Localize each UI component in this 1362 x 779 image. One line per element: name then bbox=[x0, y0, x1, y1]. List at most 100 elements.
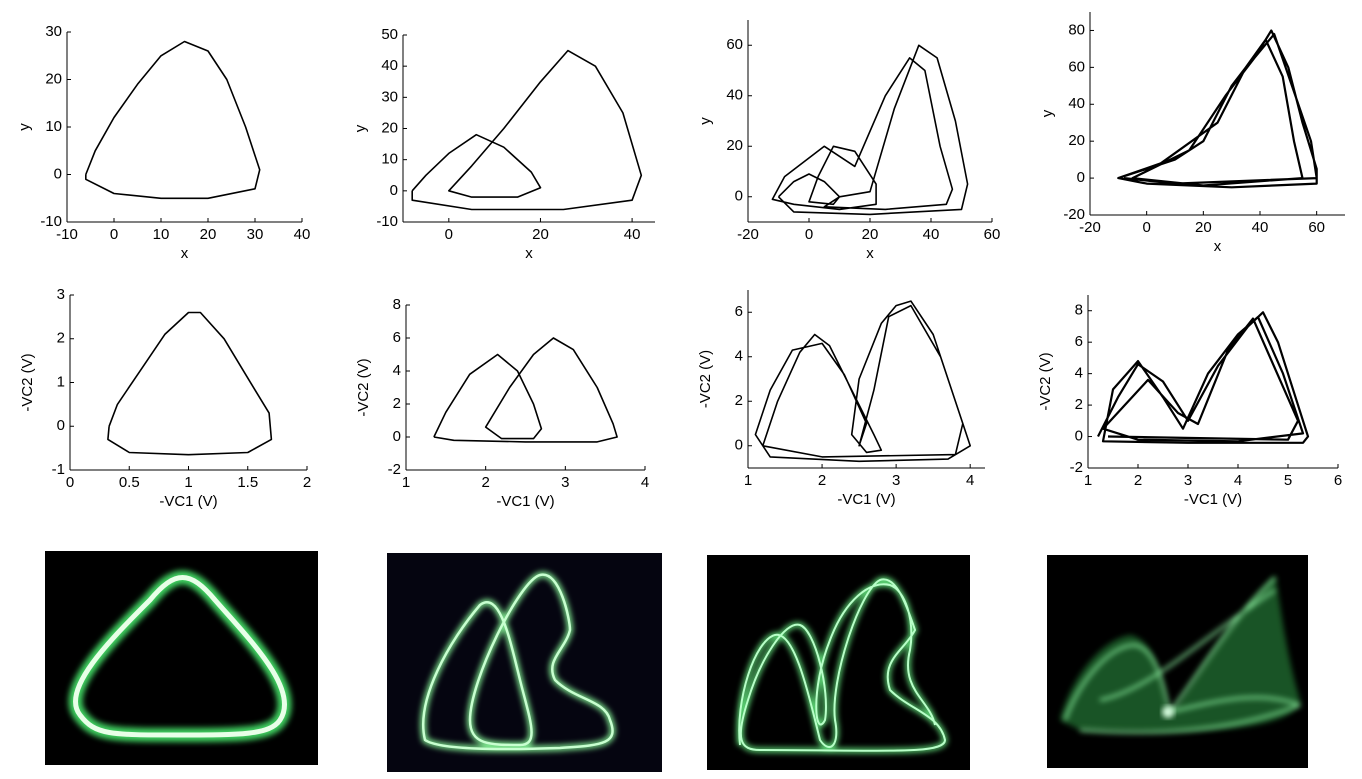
x-tick-label: 0 bbox=[110, 226, 118, 243]
y-tick-label: 10 bbox=[45, 118, 62, 135]
x-tick-label: 30 bbox=[247, 226, 264, 243]
photo-4 bbox=[1047, 555, 1308, 768]
x-tick-label: 60 bbox=[1308, 219, 1325, 236]
x-tick-label: 0.5 bbox=[119, 474, 140, 491]
y-tick-label: 8 bbox=[1075, 302, 1083, 319]
y-tick-label: 60 bbox=[1068, 58, 1085, 75]
y-axis-label: y bbox=[16, 123, 33, 131]
x-axis-label: -VC1 (V) bbox=[1184, 491, 1242, 508]
trajectory bbox=[1098, 312, 1308, 443]
x-tick-label: 6 bbox=[1334, 472, 1342, 489]
x-axis-label: x bbox=[525, 245, 533, 262]
y-tick-label: 0 bbox=[393, 428, 401, 445]
x-tick-label: 3 bbox=[1184, 472, 1192, 489]
x-tick-label: 40 bbox=[923, 226, 940, 243]
x-axis-label: x bbox=[181, 245, 189, 262]
y-tick-label: 2 bbox=[393, 395, 401, 412]
y-tick-label: 0 bbox=[735, 437, 743, 454]
y-tick-label: 4 bbox=[735, 348, 743, 365]
x-axis-label: -VC1 (V) bbox=[837, 491, 895, 508]
x-tick-label: -20 bbox=[737, 226, 759, 243]
x-tick-label: 4 bbox=[641, 474, 649, 491]
y-tick-label: 6 bbox=[735, 303, 743, 320]
photo-3 bbox=[707, 555, 970, 770]
y-tick-label: -2 bbox=[388, 461, 401, 478]
y-tick-label: 0 bbox=[735, 188, 743, 205]
x-tick-label: 20 bbox=[862, 226, 879, 243]
x-tick-label: 1.5 bbox=[237, 474, 258, 491]
photo-2 bbox=[387, 553, 662, 772]
y-tick-label: 30 bbox=[45, 23, 62, 40]
x-axis-label: x bbox=[866, 245, 874, 262]
x-tick-label: 20 bbox=[1195, 219, 1212, 236]
y-tick-label: 50 bbox=[381, 26, 398, 43]
y-tick-label: 4 bbox=[1075, 365, 1083, 382]
y-tick-label: 10 bbox=[381, 151, 398, 168]
y-tick-label: 6 bbox=[393, 329, 401, 346]
y-tick-label: 60 bbox=[726, 36, 743, 53]
x-tick-label: 1 bbox=[184, 474, 192, 491]
y-tick-label: 80 bbox=[1068, 21, 1085, 38]
y-tick-label: 40 bbox=[726, 87, 743, 104]
trajectory bbox=[86, 42, 260, 199]
trajectory bbox=[755, 301, 970, 461]
x-tick-label: 0 bbox=[66, 474, 74, 491]
y-axis-label: y bbox=[697, 117, 714, 125]
y-axis-label: -VC2 (V) bbox=[19, 353, 36, 411]
x-tick-label: 2 bbox=[303, 474, 311, 491]
y-tick-label: -10 bbox=[376, 213, 398, 230]
y-axis-label: -VC2 (V) bbox=[355, 358, 372, 416]
x-tick-label: 2 bbox=[818, 472, 826, 489]
x-tick-label: 3 bbox=[892, 472, 900, 489]
y-axis-label: y bbox=[1039, 109, 1056, 117]
y-tick-label: 2 bbox=[735, 392, 743, 409]
y-tick-label: 0 bbox=[1077, 169, 1085, 186]
x-axis-label: -VC1 (V) bbox=[159, 493, 217, 510]
trajectory bbox=[772, 45, 967, 214]
y-tick-label: 0 bbox=[1075, 428, 1083, 445]
trajectory bbox=[1118, 31, 1316, 188]
x-tick-label: 0 bbox=[805, 226, 813, 243]
y-tick-label: 2 bbox=[57, 330, 65, 347]
x-tick-label: 60 bbox=[984, 226, 1001, 243]
x-tick-label: 40 bbox=[1252, 219, 1269, 236]
x-tick-label: 4 bbox=[966, 472, 974, 489]
x-tick-label: 20 bbox=[532, 226, 549, 243]
page: -10010203040-100102030xy02040-1001020304… bbox=[0, 0, 1362, 779]
y-tick-label: -1 bbox=[52, 461, 65, 478]
y-axis-label: y bbox=[352, 124, 369, 132]
x-axis-label: -VC1 (V) bbox=[496, 493, 554, 510]
x-tick-label: 40 bbox=[294, 226, 311, 243]
y-tick-label: -20 bbox=[1063, 206, 1085, 223]
x-tick-label: 40 bbox=[624, 226, 641, 243]
y-tick-label: 3 bbox=[57, 286, 65, 303]
x-tick-label: 2 bbox=[1134, 472, 1142, 489]
trajectory bbox=[108, 313, 272, 455]
trajectory bbox=[434, 338, 617, 442]
y-tick-label: -2 bbox=[1070, 459, 1083, 476]
x-tick-label: 0 bbox=[1142, 219, 1150, 236]
y-tick-label: 2 bbox=[1075, 396, 1083, 413]
y-tick-label: 20 bbox=[1068, 132, 1085, 149]
y-tick-label: 6 bbox=[1075, 333, 1083, 350]
y-tick-label: 20 bbox=[726, 137, 743, 154]
x-tick-label: 2 bbox=[481, 474, 489, 491]
y-tick-label: 8 bbox=[393, 296, 401, 313]
y-tick-label: 30 bbox=[381, 88, 398, 105]
phase-plot: -20 0 20 40 60 0 20 40 60 x y bbox=[697, 20, 1000, 262]
x-tick-label: 1 bbox=[1084, 472, 1092, 489]
x-tick-label: 1 bbox=[744, 472, 752, 489]
photo-1 bbox=[45, 551, 318, 765]
y-tick-label: 20 bbox=[381, 119, 398, 136]
x-tick-label: 1 bbox=[402, 474, 410, 491]
y-tick-label: 4 bbox=[393, 362, 401, 379]
y-tick-label: 40 bbox=[1068, 95, 1085, 112]
x-tick-label: 20 bbox=[200, 226, 217, 243]
y-tick-label: 20 bbox=[45, 70, 62, 87]
x-tick-label: 0 bbox=[445, 226, 453, 243]
